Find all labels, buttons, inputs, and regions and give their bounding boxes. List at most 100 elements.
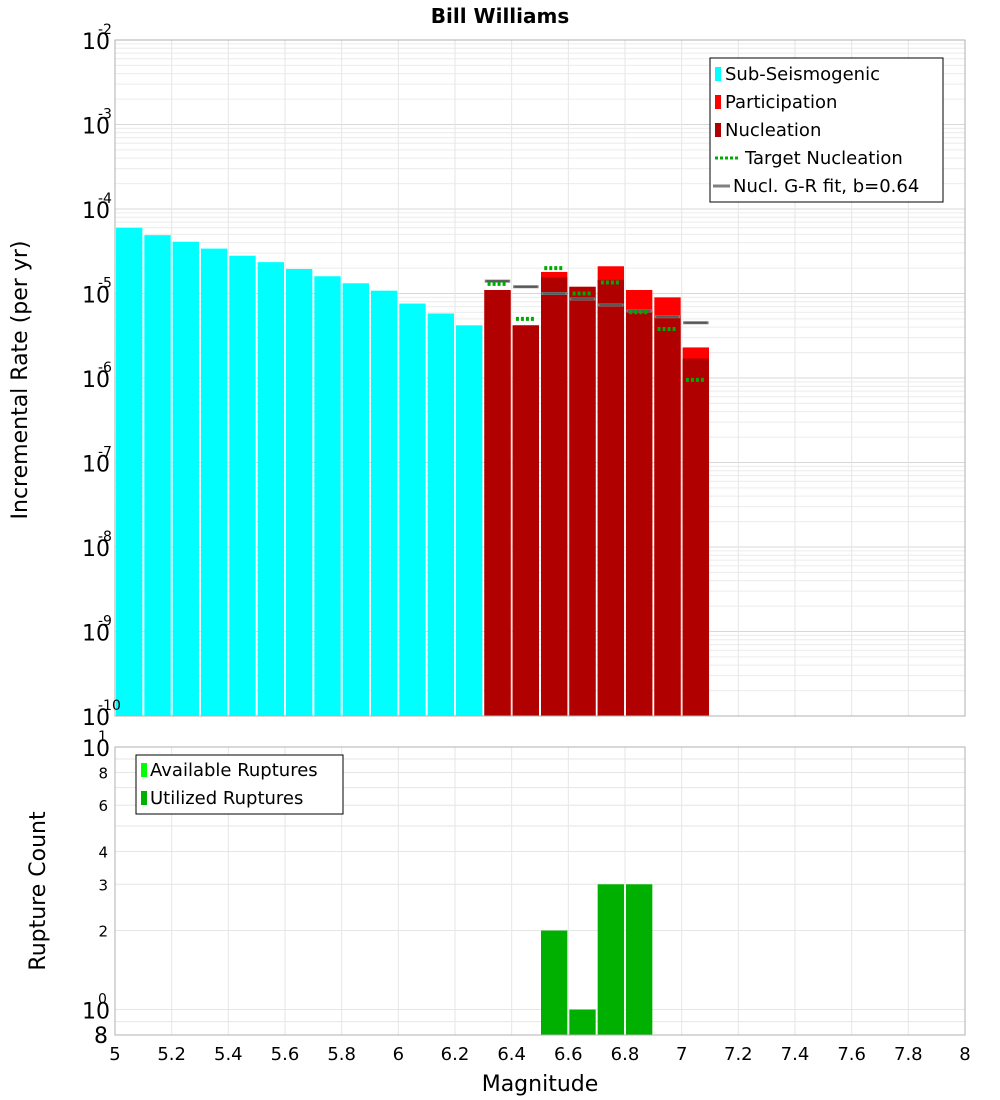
y-tick-exponent: -5 <box>98 276 112 292</box>
y-tick-exponent: 1 <box>98 729 107 745</box>
y-tick-base: 10 <box>82 453 110 478</box>
y-tick-label: 2 <box>98 923 108 941</box>
y-tick-label: 8 <box>98 764 108 782</box>
y-tick-exponent: 0 <box>98 992 107 1008</box>
utilized-ruptures-bar <box>597 884 624 1035</box>
y-tick-base: 10 <box>82 199 110 224</box>
legend-swatch <box>715 95 721 109</box>
y-tick-label: 100 <box>82 992 110 1025</box>
top-plot-frame <box>114 39 966 717</box>
nucleation-bar <box>512 325 539 716</box>
nucleation-bar <box>597 279 624 716</box>
sub-seismogenic-bar <box>201 248 228 716</box>
legend-swatch <box>141 763 147 777</box>
y-tick-exponent: -3 <box>98 107 112 123</box>
nucleation-bar <box>654 315 681 716</box>
y-tick-label: 4 <box>98 843 108 861</box>
y-tick-exponent: -9 <box>98 614 112 630</box>
utilized-ruptures-bar <box>569 1009 596 1035</box>
x-axis-label: Magnitude <box>482 1072 599 1097</box>
sub-seismogenic-bar <box>371 290 398 716</box>
x-tick-label: 6.8 <box>611 1044 640 1065</box>
nucleation-bar <box>541 277 568 716</box>
utilized-ruptures-bar <box>626 884 653 1035</box>
legend-swatch <box>141 791 147 805</box>
bottom-legend: Available Ruptures Utilized Ruptures <box>135 754 344 815</box>
legend-label: Utilized Ruptures <box>150 788 303 809</box>
x-tick-label: 5 <box>109 1044 120 1065</box>
y-tick-label: 10-3 <box>82 107 112 140</box>
x-tick-label: 5.6 <box>271 1044 300 1065</box>
legend-swatch <box>715 67 721 81</box>
y-tick-base: 10 <box>82 1000 110 1025</box>
y-tick-label: 10-4 <box>82 191 112 224</box>
x-tick-label: 8 <box>959 1044 970 1065</box>
sub-seismogenic-bar <box>116 227 143 716</box>
y-tick-base: 10 <box>82 537 110 562</box>
y-tick-base: 10 <box>82 30 110 55</box>
y-tick-label: 101 <box>82 729 110 762</box>
x-tick-label: 7.6 <box>837 1044 866 1065</box>
y-tick-label: 10-9 <box>82 614 112 647</box>
legend-label: Nucl. G-R fit, b=0.64 <box>733 176 919 197</box>
x-tick-label: 6.6 <box>554 1044 583 1065</box>
y-tick-exponent: -8 <box>98 529 112 545</box>
y-tick-exponent: -6 <box>98 360 112 376</box>
x-tick-label: 7 <box>676 1044 687 1065</box>
top-panel: 10-1010-910-810-710-610-510-410-310-2Sub… <box>82 22 966 731</box>
legend-label: Target Nucleation <box>744 148 903 169</box>
sub-seismogenic-bar <box>172 241 199 716</box>
sub-seismogenic-bar <box>342 283 369 716</box>
legend-label: Participation <box>725 92 837 113</box>
x-tick-label: 5.8 <box>327 1044 356 1065</box>
y-tick-label: 3 <box>98 876 108 894</box>
sub-seismogenic-bar <box>314 276 341 716</box>
y-tick-base: 10 <box>82 737 110 762</box>
y-tick-label: 6 <box>98 797 108 815</box>
sub-seismogenic-bar <box>144 235 171 716</box>
legend-label: Nucleation <box>725 120 821 141</box>
y-tick-exponent: -10 <box>98 698 121 714</box>
bottom-plot-frame <box>114 746 966 1036</box>
bottom-y-axis-label: Rupture Count <box>26 811 51 971</box>
sub-seismogenic-bar <box>286 268 313 716</box>
sub-seismogenic-bar <box>399 303 426 716</box>
x-tick-label: 7.2 <box>724 1044 753 1065</box>
legend-frame <box>709 57 944 203</box>
x-tick-label: 6.2 <box>441 1044 470 1065</box>
sub-seismogenic-bar <box>257 262 284 716</box>
sub-seismogenic-bar <box>229 255 256 716</box>
chart-title: Bill Williams <box>431 4 570 28</box>
x-tick-label: 7.4 <box>781 1044 810 1065</box>
x-tick-label: 7.8 <box>894 1044 923 1065</box>
y-tick-label: 8 <box>94 1024 108 1049</box>
y-tick-label: 10-6 <box>82 360 112 393</box>
utilized-ruptures-bar <box>541 930 568 1035</box>
sub-seismogenic-bar <box>456 325 483 716</box>
nucleation-bar <box>484 290 511 716</box>
y-tick-label: 10-2 <box>82 22 112 55</box>
nucleation-bar <box>569 286 596 716</box>
legend-swatch <box>715 123 721 137</box>
y-tick-label: 10-10 <box>82 698 121 731</box>
x-tick-label: 6.4 <box>497 1044 526 1065</box>
x-tick-label: 5.4 <box>214 1044 243 1065</box>
y-tick-base: 10 <box>82 284 110 309</box>
nucleation-bar <box>682 358 709 716</box>
y-tick-exponent: -2 <box>98 22 112 38</box>
y-tick-exponent: -4 <box>98 191 112 207</box>
top-y-axis-label: Incremental Rate (per yr) <box>8 241 33 520</box>
x-tick-label: 6 <box>393 1044 404 1065</box>
y-tick-exponent: -7 <box>98 445 112 461</box>
sub-seismogenic-bar <box>427 313 454 716</box>
nucleation-bar <box>626 310 653 716</box>
y-tick-label: 10-5 <box>82 276 112 309</box>
top-legend: Sub-Seismogenic Participation Nucleation Ta… <box>709 57 944 203</box>
y-tick-base: 10 <box>82 622 110 647</box>
legend-label: Available Ruptures <box>150 760 318 781</box>
y-tick-base: 10 <box>82 368 110 393</box>
legend-frame <box>135 754 344 815</box>
legend-label: Sub-Seismogenic <box>725 64 880 85</box>
